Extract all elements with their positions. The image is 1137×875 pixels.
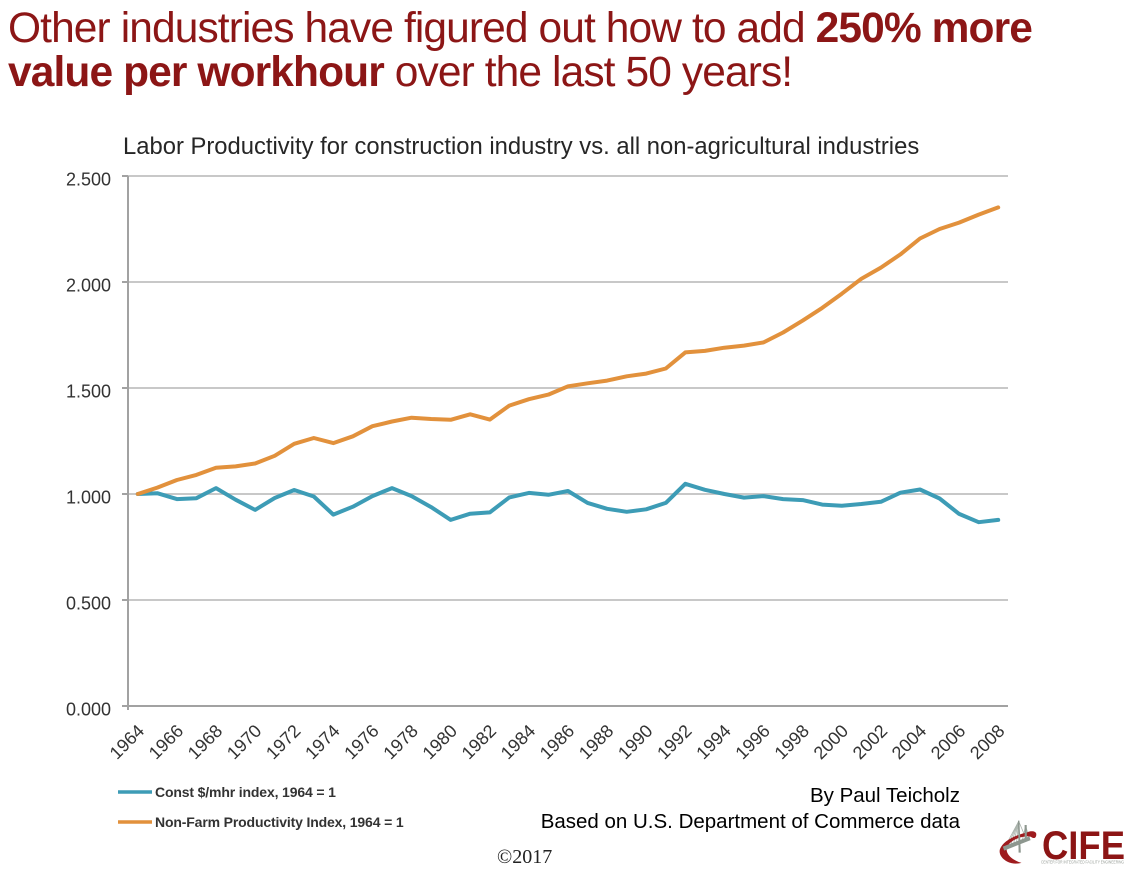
svg-text:Const $/mhr index, 1964 = 1: Const $/mhr index, 1964 = 1 bbox=[155, 784, 336, 800]
svg-text:1970: 1970 bbox=[223, 721, 265, 763]
svg-text:2004: 2004 bbox=[888, 721, 930, 763]
svg-text:1974: 1974 bbox=[301, 721, 343, 763]
svg-text:2.000: 2.000 bbox=[66, 276, 111, 296]
svg-text:1996: 1996 bbox=[731, 721, 773, 763]
svg-text:1994: 1994 bbox=[692, 721, 734, 763]
svg-text:1976: 1976 bbox=[340, 721, 382, 763]
svg-text:1978: 1978 bbox=[379, 721, 421, 763]
svg-text:1984: 1984 bbox=[497, 721, 539, 763]
svg-text:1966: 1966 bbox=[145, 721, 187, 763]
svg-text:1968: 1968 bbox=[184, 721, 226, 763]
svg-text:Non-Farm Productivity Index, 1: Non-Farm Productivity Index, 1964 = 1 bbox=[155, 814, 404, 830]
svg-text:1972: 1972 bbox=[262, 721, 304, 763]
svg-text:0.500: 0.500 bbox=[66, 594, 111, 614]
svg-text:1988: 1988 bbox=[575, 721, 617, 763]
svg-text:2002: 2002 bbox=[849, 721, 891, 763]
svg-text:2000: 2000 bbox=[810, 721, 852, 763]
svg-text:1982: 1982 bbox=[458, 721, 500, 763]
svg-text:CENTER FOR INTEGRATED FACILITY: CENTER FOR INTEGRATED FACILITY ENGINEERI… bbox=[1041, 860, 1124, 865]
svg-text:1.500: 1.500 bbox=[66, 382, 111, 402]
svg-text:1964: 1964 bbox=[106, 721, 148, 763]
svg-text:2008: 2008 bbox=[966, 721, 1008, 763]
svg-text:0.000: 0.000 bbox=[66, 700, 111, 720]
svg-text:1980: 1980 bbox=[419, 721, 461, 763]
svg-text:1986: 1986 bbox=[536, 721, 578, 763]
svg-text:1.000: 1.000 bbox=[66, 488, 111, 508]
svg-text:1992: 1992 bbox=[653, 721, 695, 763]
svg-text:2006: 2006 bbox=[927, 721, 969, 763]
svg-text:1998: 1998 bbox=[771, 721, 813, 763]
svg-text:1990: 1990 bbox=[614, 721, 656, 763]
svg-text:2.500: 2.500 bbox=[66, 170, 111, 190]
svg-text:CIFE: CIFE bbox=[1042, 824, 1125, 868]
